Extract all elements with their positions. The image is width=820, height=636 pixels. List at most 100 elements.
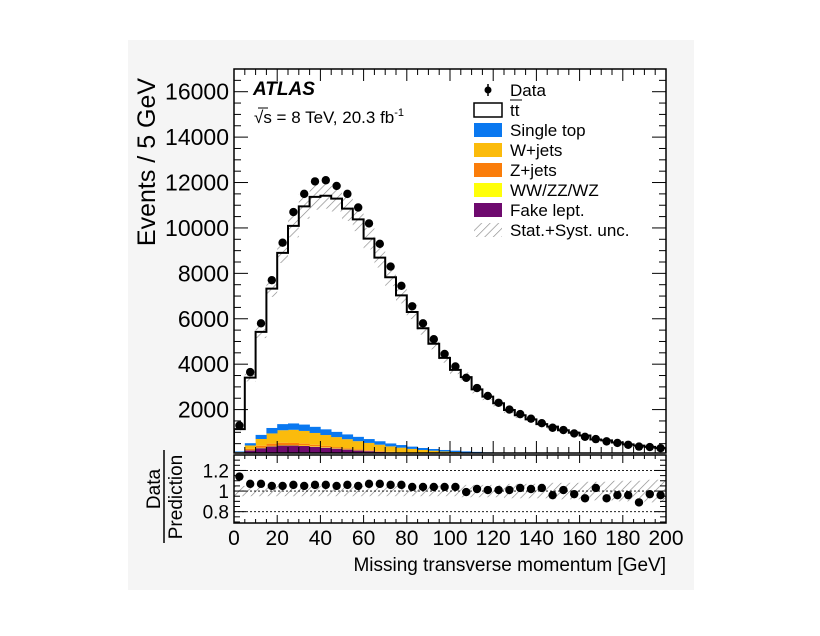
- y-tick-label: 8000: [178, 260, 229, 286]
- x-tick-label: 60: [352, 527, 375, 550]
- legend-label-data: Data: [510, 81, 546, 100]
- ratio-tick-label: 0.8: [203, 503, 229, 524]
- legend-swatch-uncertainty: [474, 223, 502, 237]
- data-point: [278, 239, 286, 247]
- data-point: [397, 282, 405, 290]
- bar-z-jets: [353, 449, 364, 450]
- data-point: [613, 439, 621, 447]
- bar-w-jets: [310, 433, 321, 445]
- ratio-point: [484, 486, 492, 494]
- bar-single-top: [277, 424, 288, 430]
- legend-label-single-top: Single top: [510, 121, 586, 140]
- data-point: [635, 442, 643, 450]
- ratio-point: [322, 481, 330, 489]
- ratio-point: [613, 491, 621, 499]
- bar-single-top: [364, 439, 375, 443]
- ratio-point: [300, 482, 308, 490]
- bar-z-jets: [256, 446, 267, 448]
- legend-swatch-ww-zz-wz: [474, 183, 502, 197]
- bar-w-jets: [385, 446, 396, 451]
- data-point: [235, 421, 243, 429]
- bar-single-top: [245, 443, 256, 445]
- ratio-point: [257, 480, 265, 488]
- bar-w-jets: [331, 437, 342, 447]
- bar-single-top: [331, 432, 342, 437]
- data-point: [343, 190, 351, 198]
- bar-single-top: [353, 437, 364, 441]
- y-tick-label: 6000: [178, 306, 229, 332]
- data-point: [268, 276, 276, 284]
- ratio-point: [246, 480, 254, 488]
- bar-z-jets: [310, 445, 321, 447]
- bar-w-jets: [277, 430, 288, 442]
- legend-label-z-jets: Z+jets: [510, 161, 557, 180]
- bar-w-jets: [256, 439, 267, 446]
- ratio-point: [311, 481, 319, 489]
- y-tick-label: 14000: [165, 124, 229, 150]
- ratio-label-numerator: Data: [144, 469, 165, 510]
- data-point: [419, 319, 427, 327]
- data-point: [322, 176, 330, 184]
- ratio-point: [581, 494, 589, 502]
- data-point: [505, 405, 513, 413]
- bar-single-top: [299, 425, 310, 431]
- x-tick-label: 20: [266, 527, 289, 550]
- bar-z-jets: [320, 446, 331, 447]
- data-point: [570, 429, 578, 437]
- bar-z-jets: [245, 449, 256, 450]
- data-point: [624, 441, 632, 449]
- x-tick-label: 140: [519, 527, 554, 550]
- bar-w-jets: [320, 435, 331, 446]
- data-point: [462, 374, 470, 382]
- bar-w-jets: [364, 443, 375, 450]
- data-point: [451, 362, 459, 370]
- bar-single-top: [234, 451, 245, 452]
- data-point: [516, 410, 524, 418]
- x-axis-label: Missing transverse momentum [GeV]: [353, 555, 666, 576]
- data-point: [602, 437, 610, 445]
- ratio-point: [343, 481, 351, 489]
- bar-z-jets: [342, 448, 353, 449]
- bar-single-top: [407, 447, 418, 449]
- data-point: [386, 262, 394, 270]
- bar-w-jets: [245, 445, 256, 448]
- ratio-point: [235, 472, 243, 480]
- bar-z-jets: [277, 443, 288, 445]
- bar-z-jets: [299, 444, 310, 446]
- ratio-point: [624, 491, 632, 499]
- data-point: [257, 319, 265, 327]
- ratio-tick-label: 1: [218, 482, 229, 503]
- ratio-point: [602, 494, 610, 502]
- data-point: [246, 368, 254, 376]
- x-tick-label: 180: [605, 527, 640, 550]
- ratio-point: [505, 486, 513, 494]
- y-axis-label: Events / 5 GeV: [133, 78, 161, 246]
- ratio-point: [430, 483, 438, 491]
- ratio-point: [462, 488, 470, 496]
- ratio-point: [365, 480, 373, 488]
- data-point: [646, 443, 654, 451]
- bar-single-top: [320, 429, 331, 435]
- x-tick-label: 0: [228, 527, 240, 550]
- bar-single-top: [450, 451, 461, 452]
- bar-z-jets: [266, 444, 277, 446]
- bar-single-top: [374, 441, 385, 444]
- legend-swatch-tt: [474, 103, 502, 117]
- data-point: [484, 392, 492, 400]
- data-point: [527, 414, 535, 422]
- bar-single-top: [439, 450, 450, 451]
- data-point: [559, 426, 567, 434]
- y-tick-label: 4000: [178, 351, 229, 377]
- ratio-point: [538, 484, 546, 492]
- ratio-point: [397, 481, 405, 489]
- data-point: [289, 208, 297, 216]
- bar-z-jets: [374, 451, 385, 452]
- data-point: [538, 419, 546, 427]
- legend-label-stat-syst-unc-: Stat.+Syst. unc.: [510, 221, 630, 240]
- legend-swatch-z-jets: [474, 163, 502, 177]
- atlas-label: ATLAS: [252, 79, 315, 100]
- ratio-point: [656, 491, 664, 499]
- x-tick-label: 200: [648, 527, 683, 550]
- bar-z-jets: [288, 443, 299, 445]
- legend-swatch-single-top: [474, 123, 502, 137]
